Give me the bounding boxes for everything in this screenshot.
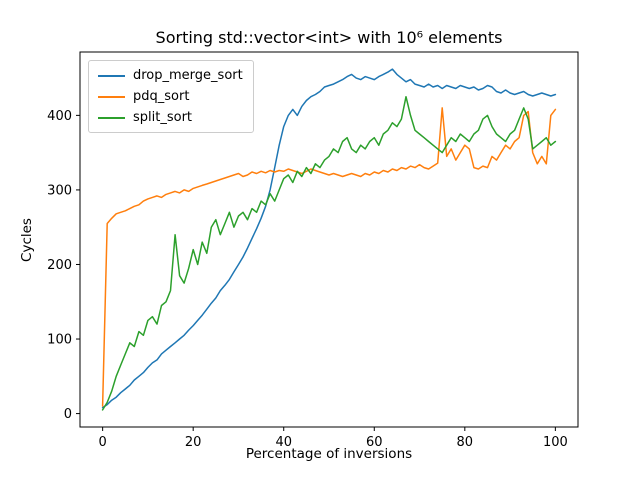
legend: drop_merge_sort pdq_sort split_sort	[88, 60, 254, 133]
legend-item-split-sort: split_sort	[98, 110, 243, 125]
x-tick-label: 0	[98, 435, 106, 450]
legend-label: split_sort	[133, 110, 193, 125]
y-tick-label: 0	[64, 407, 72, 422]
x-tick-label: 20	[185, 435, 202, 450]
y-tick-label: 300	[47, 183, 72, 198]
x-axis-label: Percentage of inversions	[245, 446, 413, 462]
legend-label: pdq_sort	[133, 89, 190, 104]
legend-swatch	[98, 95, 125, 98]
y-axis-label: Cycles	[19, 218, 35, 262]
series-line-split_sort	[101, 95, 557, 411]
x-tick-label: 40	[275, 435, 292, 450]
y-tick-label: 100	[47, 333, 72, 348]
x-tick-label: 100	[543, 435, 568, 450]
series-line-drop_merge_sort	[101, 68, 557, 409]
legend-label: drop_merge_sort	[133, 68, 243, 83]
y-tick-label: 200	[47, 258, 72, 273]
x-tick-label: 60	[366, 435, 383, 450]
axes-frame	[79, 51, 579, 428]
legend-item-drop-merge-sort: drop_merge_sort	[98, 68, 243, 83]
legend-swatch	[98, 116, 125, 119]
x-tick-label: 80	[457, 435, 474, 450]
chart-title: Sorting std::vector<int> with 10⁶ elemen…	[155, 28, 503, 47]
y-tick-label: 400	[47, 109, 72, 124]
series-line-pdq_sort	[101, 107, 557, 407]
legend-item-pdq-sort: pdq_sort	[98, 89, 243, 104]
legend-swatch	[98, 74, 125, 77]
